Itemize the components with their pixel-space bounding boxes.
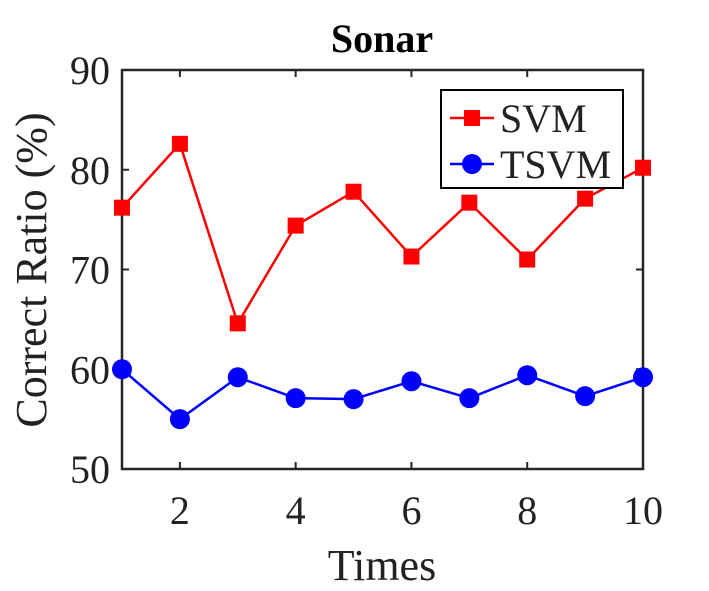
data-point-tsvm <box>227 367 248 388</box>
data-point-tsvm <box>112 359 132 380</box>
series-svm <box>114 135 651 332</box>
data-point-tsvm <box>401 371 422 392</box>
data-point-svm <box>287 217 304 234</box>
y-tick-label: 70 <box>70 248 110 293</box>
x-tick-label: 10 <box>623 488 663 533</box>
series-line-svm <box>121 141 644 327</box>
legend-marker-tsvm <box>462 154 482 174</box>
series-line-tsvm <box>121 368 644 421</box>
y-axis-label: Correct Ratio (%) <box>7 112 56 427</box>
data-point-svm <box>461 194 478 211</box>
x-tick-label: 6 <box>401 488 421 533</box>
data-point-tsvm <box>633 367 653 388</box>
x-axis-label: Times <box>328 541 436 590</box>
series-tsvm <box>112 359 653 430</box>
legend-label-svm: SVM <box>500 96 587 141</box>
data-point-svm <box>229 315 246 332</box>
x-tick-label: 4 <box>286 488 306 533</box>
data-point-tsvm <box>169 409 190 430</box>
legend-marker-svm <box>464 110 480 126</box>
y-tick-label: 50 <box>70 447 110 492</box>
legend-label-tsvm: TSVM <box>500 142 611 187</box>
data-point-svm <box>635 159 651 176</box>
y-tick-label: 80 <box>70 148 110 193</box>
data-point-svm <box>114 199 130 216</box>
y-tick-label: 90 <box>70 48 110 93</box>
series-layer <box>112 135 653 430</box>
data-point-tsvm <box>343 389 364 410</box>
x-tick-label: 2 <box>170 488 190 533</box>
axis-ticks: 2 4 6 8 10 50 60 70 80 90 <box>70 48 663 533</box>
data-point-tsvm <box>575 386 596 407</box>
data-point-tsvm <box>285 388 306 409</box>
data-point-tsvm <box>459 388 480 409</box>
data-point-svm <box>519 251 536 268</box>
data-point-tsvm <box>517 365 538 386</box>
data-point-svm <box>171 135 188 152</box>
data-point-svm <box>577 190 594 207</box>
y-tick-label: 60 <box>70 347 110 392</box>
data-point-svm <box>403 248 420 265</box>
chart-title: Sonar <box>331 16 433 61</box>
x-tick-label: 8 <box>517 488 537 533</box>
data-point-svm <box>345 183 362 200</box>
